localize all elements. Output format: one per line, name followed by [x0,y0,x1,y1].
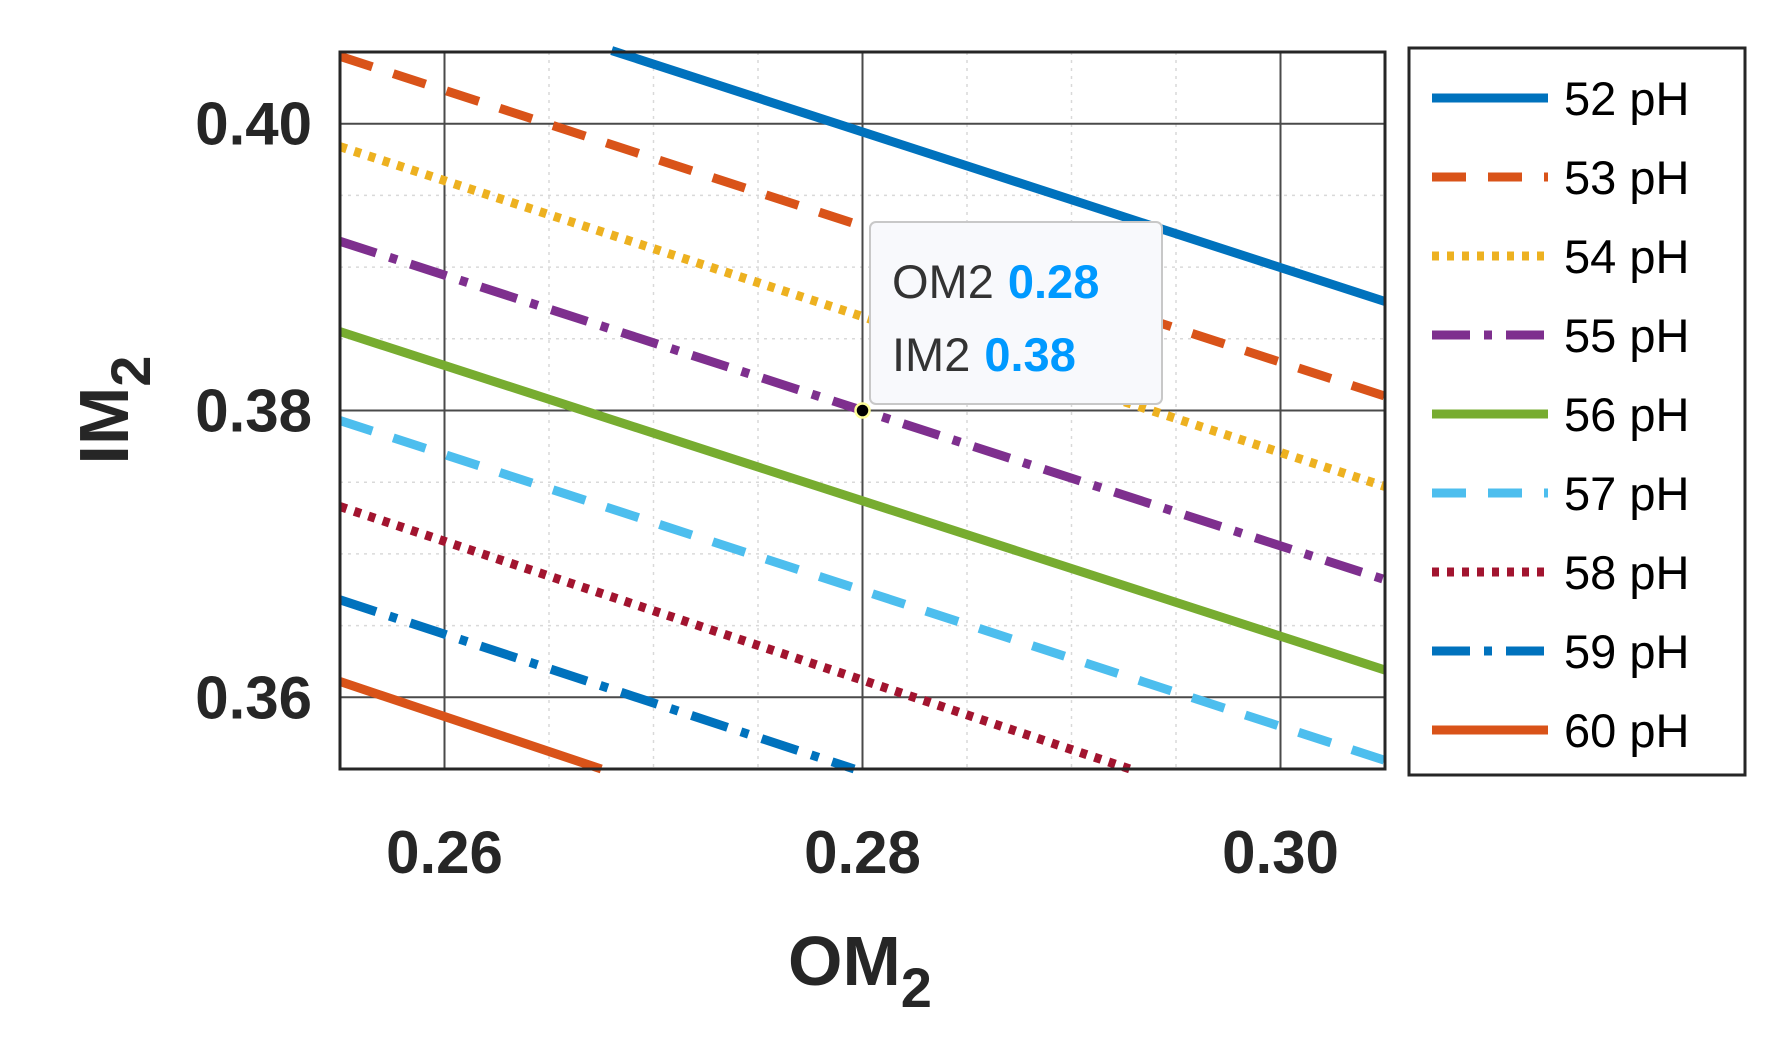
series-line-60-ph [338,677,603,774]
y-axis-title: IM2 [65,356,162,465]
x-tick-label: 0.30 [1222,819,1339,886]
legend-label: 59 pH [1564,625,1689,678]
y-tick-label: 0.40 [195,91,312,158]
x-axis-title-main: OM [788,922,901,1000]
datatip-x-key: OM2 [892,255,994,308]
plot-frame [338,50,1387,771]
legend: 52 pH 53 pH 54 pH 55 pH 56 pH 57 pH 58 pH 59 pH… [1407,46,1747,777]
series-line-59-ph [338,595,856,774]
datatip-y-key: IM2 [892,328,970,381]
series-line-52-ph [610,46,1387,306]
y-axis-title-main: IM [65,387,143,465]
datatip-x-value: 0.28 [1008,255,1099,308]
series-line-57-ph [338,416,1387,765]
y-tick-label: 0.38 [195,378,312,445]
series-line-53-ph [338,52,1387,401]
datatip-y-value: 0.38 [984,328,1075,381]
x-tick-label: 0.28 [804,819,921,886]
y-tick-label: 0.36 [195,664,312,731]
legend-label: 60 pH [1564,704,1689,757]
datatip-box [869,221,1163,405]
legend-label: 58 pH [1564,546,1689,599]
legend-label: 56 pH [1564,388,1689,441]
x-axis-title-sub: 2 [901,956,932,1019]
series-line-58-ph [338,502,1132,774]
datatip[interactable]: OM2 0.28 IM2 0.38 [854,221,1163,419]
x-tick-label: 0.26 [386,819,503,886]
legend-label: 52 pH [1564,72,1689,125]
series-line-54-ph [338,142,1387,491]
legend-label: 54 pH [1564,230,1689,283]
datatip-marker[interactable] [854,402,871,419]
series-line-56-ph [338,327,1387,675]
y-axis-title-sub: 2 [99,356,162,387]
tick-layer: 0.26 0.28 0.30 0.36 0.38 0.40 [195,91,1339,886]
legend-label: 55 pH [1564,309,1689,362]
x-axis-title: OM2 [788,922,932,1019]
legend-label: 57 pH [1564,467,1689,520]
legend-label: 53 pH [1564,151,1689,204]
